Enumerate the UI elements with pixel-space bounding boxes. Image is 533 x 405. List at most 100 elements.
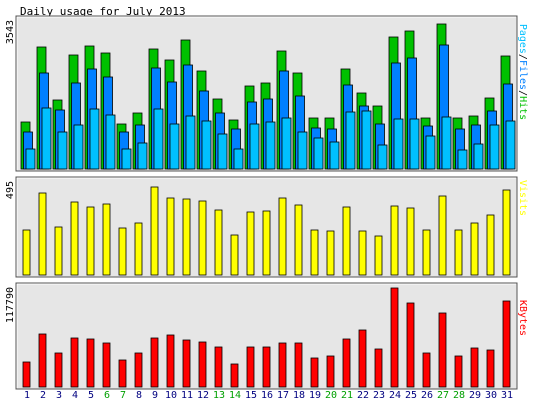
chart-panels: 3543495117790Pages/Files/HitsVisitsKByte… bbox=[5, 15, 528, 390]
legend-files: Files bbox=[517, 60, 528, 90]
day-label-16: 16 bbox=[261, 390, 273, 401]
bar-kbytes-day-15 bbox=[246, 346, 255, 388]
day-label-24: 24 bbox=[389, 390, 401, 401]
y-max-label: 495 bbox=[5, 181, 16, 199]
day-label-1: 1 bbox=[24, 390, 30, 401]
legend-pages: Pages bbox=[517, 24, 528, 54]
bar-visits-day-25 bbox=[406, 207, 415, 276]
day-label-26: 26 bbox=[421, 390, 433, 401]
bar-pages-day-8 bbox=[137, 142, 148, 170]
day-label-3: 3 bbox=[56, 390, 62, 401]
bar-visits-day-29 bbox=[470, 222, 479, 276]
bar-visits-day-22 bbox=[358, 230, 367, 276]
bar-kbytes-day-27 bbox=[438, 312, 447, 388]
bar-kbytes-day-25 bbox=[406, 302, 415, 388]
bar-visits-day-23 bbox=[374, 235, 383, 276]
bar-kbytes-day-1 bbox=[22, 361, 31, 388]
bar-pages-day-12 bbox=[201, 120, 212, 170]
bar-visits-day-2 bbox=[38, 192, 47, 276]
bar-kbytes-day-16 bbox=[262, 346, 271, 388]
day-label-12: 12 bbox=[197, 390, 209, 401]
day-label-8: 8 bbox=[136, 390, 142, 401]
day-label-2: 2 bbox=[40, 390, 46, 401]
day-label-13: 13 bbox=[213, 390, 225, 401]
bar-kbytes-day-6 bbox=[102, 342, 111, 388]
day-label-4: 4 bbox=[72, 390, 78, 401]
bar-pages-day-21 bbox=[345, 111, 356, 170]
bar-kbytes-day-20 bbox=[326, 355, 335, 388]
bar-visits-day-26 bbox=[422, 229, 431, 276]
bar-kbytes-day-22 bbox=[358, 329, 367, 388]
bar-visits-day-27 bbox=[438, 195, 447, 276]
bar-kbytes-day-19 bbox=[310, 357, 319, 388]
day-label-7: 7 bbox=[120, 390, 126, 401]
bar-visits-day-12 bbox=[198, 200, 207, 276]
day-label-28: 28 bbox=[453, 390, 465, 401]
day-label-21: 21 bbox=[341, 390, 353, 401]
bar-pages-day-1 bbox=[25, 148, 36, 170]
day-label-30: 30 bbox=[485, 390, 497, 401]
bar-kbytes-day-7 bbox=[118, 359, 127, 388]
day-label-27: 27 bbox=[437, 390, 449, 401]
bar-kbytes-day-8 bbox=[134, 352, 143, 388]
bar-pages-day-30 bbox=[489, 124, 500, 170]
bar-kbytes-day-23 bbox=[374, 348, 383, 388]
bar-visits-day-11 bbox=[182, 198, 191, 276]
bar-kbytes-day-9 bbox=[150, 337, 159, 388]
legend-visits-panel: Visits bbox=[517, 180, 528, 216]
day-label-15: 15 bbox=[245, 390, 257, 401]
bar-pages-day-10 bbox=[169, 123, 180, 170]
bar-kbytes-day-5 bbox=[86, 338, 95, 388]
bar-visits-day-24 bbox=[390, 205, 399, 276]
legend-kbytes: KBytes bbox=[517, 300, 528, 336]
day-label-22: 22 bbox=[357, 390, 369, 401]
bar-visits-day-10 bbox=[166, 197, 175, 276]
panel-kbytes: 117790 bbox=[5, 282, 518, 390]
bar-kbytes-day-10 bbox=[166, 334, 175, 388]
day-label-29: 29 bbox=[469, 390, 481, 401]
bar-pages-day-24 bbox=[393, 118, 404, 170]
y-max-label: 3543 bbox=[5, 20, 16, 44]
bar-visits-day-8 bbox=[134, 222, 143, 276]
bar-pages-day-28 bbox=[457, 149, 468, 170]
bar-visits-day-18 bbox=[294, 204, 303, 276]
bar-kbytes-day-13 bbox=[214, 346, 223, 388]
bar-visits-day-20 bbox=[326, 230, 335, 276]
bar-visits-day-17 bbox=[278, 197, 287, 276]
day-label-10: 10 bbox=[165, 390, 177, 401]
panel-requests: 3543 bbox=[5, 15, 518, 172]
bar-pages-day-15 bbox=[249, 123, 260, 170]
bar-visits-day-1 bbox=[22, 229, 31, 276]
day-label-14: 14 bbox=[229, 390, 241, 401]
bar-visits-day-3 bbox=[54, 226, 63, 276]
bar-visits-day-5 bbox=[86, 206, 95, 276]
bar-visits-day-30 bbox=[486, 214, 495, 276]
bar-kbytes-day-4 bbox=[70, 337, 79, 388]
day-label-23: 23 bbox=[373, 390, 385, 401]
day-label-25: 25 bbox=[405, 390, 417, 401]
day-label-20: 20 bbox=[325, 390, 337, 401]
bar-pages-day-3 bbox=[57, 131, 68, 170]
bar-kbytes-day-12 bbox=[198, 341, 207, 388]
bar-pages-day-25 bbox=[409, 118, 420, 170]
bar-pages-day-5 bbox=[89, 108, 100, 170]
bar-pages-day-11 bbox=[185, 115, 196, 170]
day-label-18: 18 bbox=[293, 390, 305, 401]
bar-pages-day-14 bbox=[233, 148, 244, 170]
bar-kbytes-day-26 bbox=[422, 352, 431, 388]
bar-kbytes-day-18 bbox=[294, 342, 303, 388]
x-axis-day-labels: 1 2 3 4 5 6 7 8 9 10 11 12 13 14 15 16 17 18 19 20 21 22 23 24 2… bbox=[24, 390, 513, 401]
day-label-19: 19 bbox=[309, 390, 321, 401]
bar-pages-day-23 bbox=[377, 144, 388, 170]
bar-pages-day-17 bbox=[281, 117, 292, 170]
bar-pages-day-4 bbox=[73, 124, 84, 170]
bar-visits-day-4 bbox=[70, 201, 79, 276]
bar-kbytes-day-28 bbox=[454, 355, 463, 388]
legend-visits: Visits bbox=[517, 180, 528, 216]
bar-pages-day-6 bbox=[105, 114, 116, 170]
bar-kbytes-day-21 bbox=[342, 338, 351, 388]
bar-pages-day-16 bbox=[265, 121, 276, 170]
bar-pages-day-18 bbox=[297, 131, 308, 170]
bar-pages-day-7 bbox=[121, 148, 132, 170]
legend-sep: / bbox=[517, 90, 528, 96]
